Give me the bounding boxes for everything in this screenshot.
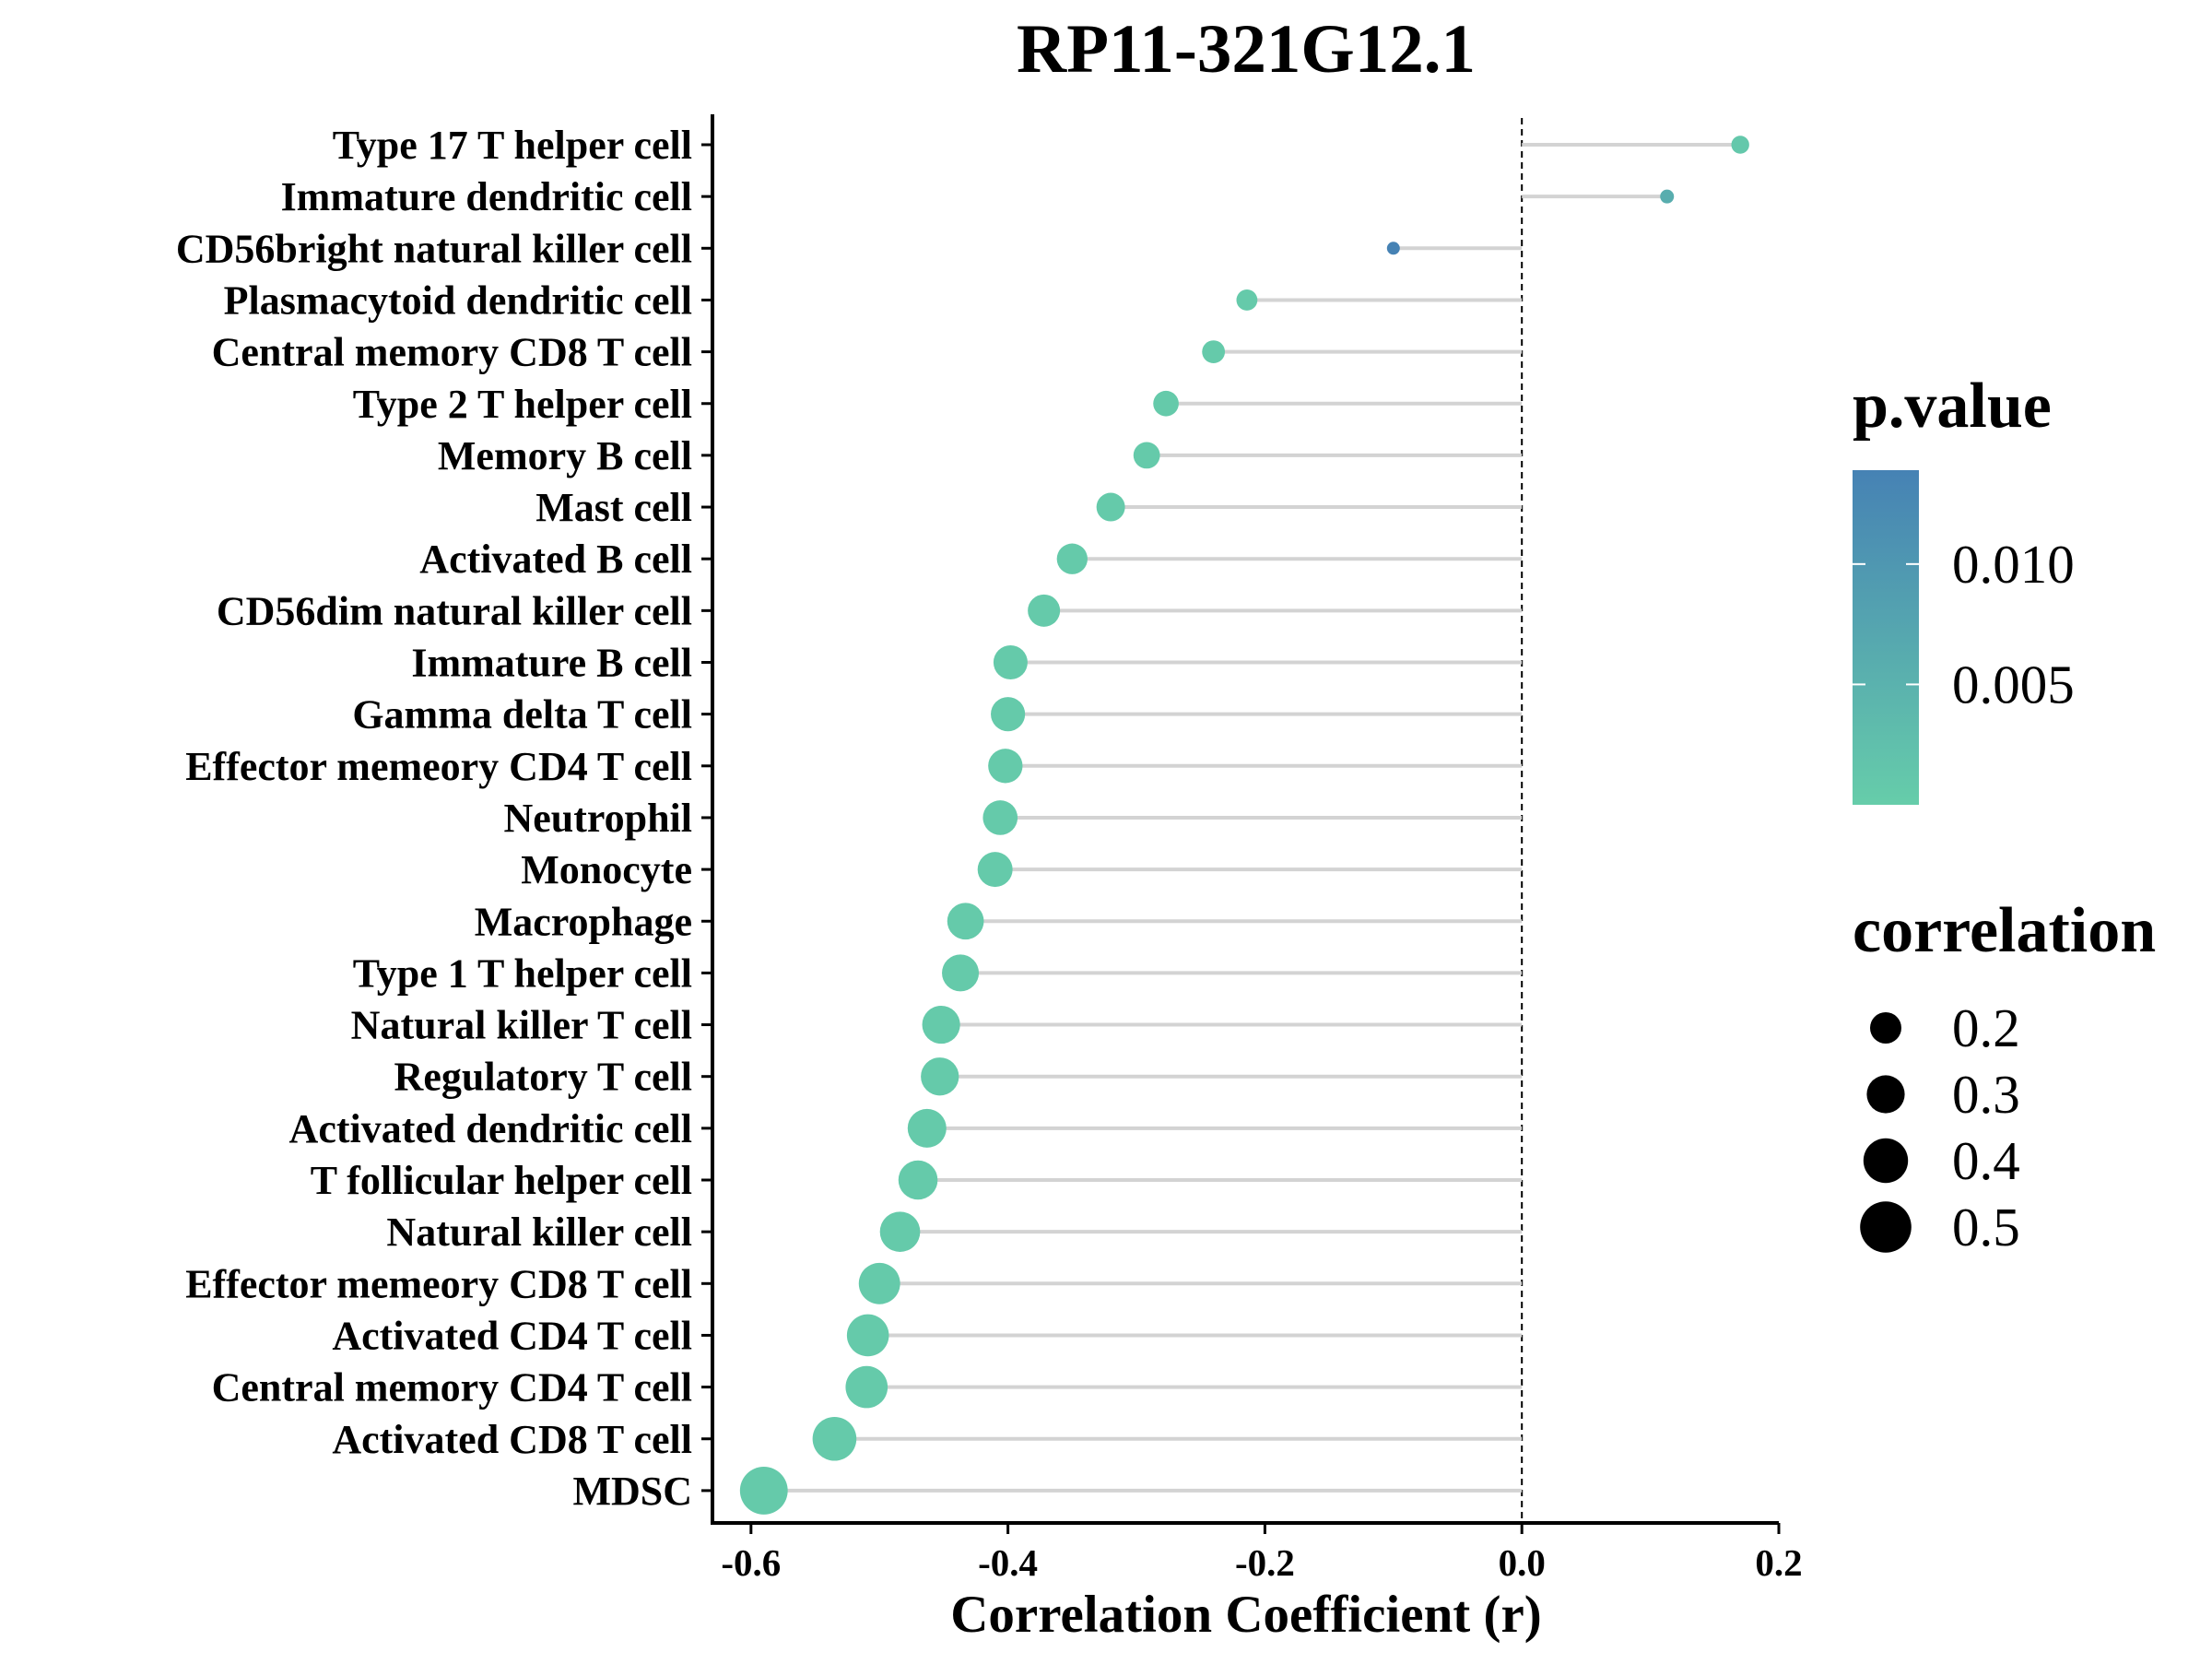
y-tick-label: Natural killer T cell [351,1003,692,1048]
y-tick-label: Mast cell [535,485,692,530]
lollipop-point [1133,442,1160,469]
lollipop-point [1202,340,1226,364]
y-tick-label: Plasmacytoid dendritic cell [224,277,692,323]
lollipop-point [907,1108,947,1148]
lollipop-point [993,644,1028,680]
x-tick-label: 0.2 [1755,1541,1802,1584]
x-axis-label: Correlation Coefficient (r) [950,1586,1542,1644]
x-tick-label: 0.0 [1499,1541,1546,1584]
y-tick-label: Gamma delta T cell [352,692,692,738]
lollipop-point [942,954,980,992]
p-value-legend-label: 0.010 [1952,534,2075,595]
y-tick-label: Type 17 T helper cell [333,123,692,168]
lollipop-point [739,1466,788,1515]
correlation-legend-title: correlation [1853,895,2156,966]
y-tick-label: Immature dendritic cell [281,174,692,219]
lollipop-point [1386,242,1400,255]
lollipop-point [879,1211,921,1252]
correlation-legend-label: 0.3 [1952,1064,2020,1125]
y-tick-label: Type 2 T helper cell [353,382,692,427]
y-tick-label: CD56bright natural killer cell [176,226,692,271]
y-tick-label: Effector memeory CD4 T cell [185,744,692,789]
x-tick-label: -0.4 [978,1541,1038,1584]
lollipop-point [858,1262,900,1304]
correlation-legend-label: 0.4 [1952,1130,2020,1191]
lollipop-point [1731,136,1749,154]
correlation-legend-key [1860,1201,1912,1253]
lollipop-point [982,800,1018,835]
lollipop-point [947,903,984,940]
lollipop-point [1056,543,1088,574]
lollipop-point [977,852,1013,888]
lollipop-point [898,1160,938,1200]
y-tick-label: T follicular helper cell [311,1158,692,1203]
y-tick-label: Macrophage [475,899,692,944]
p-value-legend-label: 0.005 [1952,654,2075,714]
p-value-colorbar [1853,470,1919,805]
x-tick-label: -0.6 [721,1541,781,1584]
axes: Type 17 T helper cell Immature dendritic … [176,114,1803,1584]
lollipop-point [1153,390,1179,417]
lollipop-point [812,1416,857,1461]
y-tick-label: CD56dim natural killer cell [217,588,692,633]
lollipop-point [1096,492,1125,522]
lollipop-point [1028,594,1061,627]
y-tick-label: Immature B cell [411,641,692,686]
lollipop-point [922,1005,960,1044]
p-value-legend: p.value 0.010 0.005 [1853,371,2075,805]
correlation-legend: correlation 0.20.30.40.5 [1853,895,2156,1257]
x-tick-label: -0.2 [1235,1541,1295,1584]
plot-area [739,118,1749,1523]
y-tick-label: Natural killer cell [386,1210,692,1255]
y-tick-label: Effector memeory CD8 T cell [185,1261,692,1306]
y-tick-label: Activated CD8 T cell [332,1417,692,1462]
y-tick-label: Neutrophil [503,796,692,841]
correlation-legend-key [1866,1075,1905,1114]
correlation-legend-key [1870,1012,1901,1044]
y-tick-label: Central memory CD8 T cell [212,330,692,375]
correlation-legend-label: 0.5 [1952,1197,2020,1257]
lollipop-point [846,1314,889,1357]
p-value-legend-title: p.value [1853,371,2052,442]
y-tick-label: Regulatory T cell [394,1055,692,1100]
lollipop-point [988,749,1023,784]
y-tick-label: Activated dendritic cell [289,1106,692,1151]
y-tick-label: Activated B cell [419,537,692,582]
y-tick-label: MDSC [572,1469,692,1514]
y-tick-label: Activated CD4 T cell [332,1313,692,1358]
correlation-legend-key [1863,1138,1909,1184]
y-tick-label: Monocyte [521,847,692,892]
correlation-legend-label: 0.2 [1952,997,2020,1058]
y-tick-label: Type 1 T helper cell [353,950,692,996]
y-tick-label: Central memory CD4 T cell [212,1365,692,1410]
lollipop-point [1660,189,1675,204]
lollipop-point [1236,289,1258,311]
lollipop-point [991,697,1026,732]
lollipop-point [845,1365,888,1409]
y-tick-label: Memory B cell [438,433,692,478]
lollipop-point [921,1057,959,1096]
chart-title: RP11-321G12.1 [1017,11,1476,88]
